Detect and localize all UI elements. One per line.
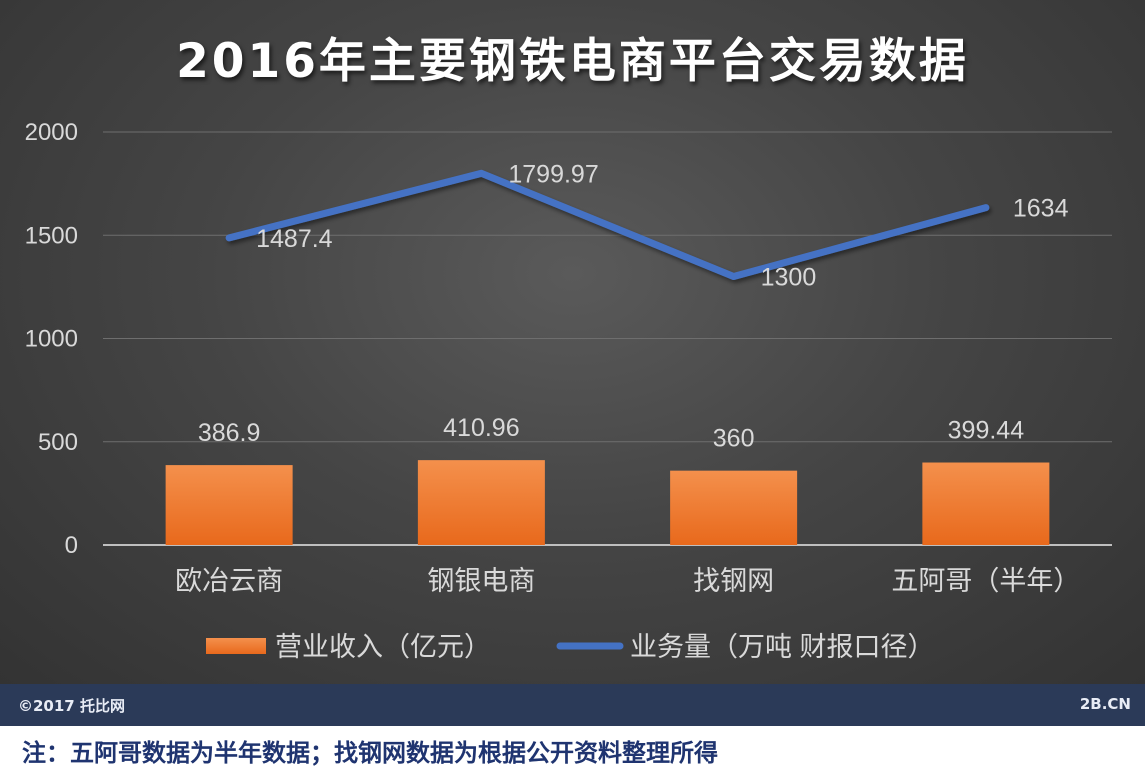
line-series-path xyxy=(225,169,990,281)
footer-copyright: ©2017 托比网 xyxy=(18,697,125,715)
y-tick-label: 1500 xyxy=(25,222,78,249)
x-axis-ticks: 欧冶云商 钢银电商 找钢网 五阿哥（半年） xyxy=(175,566,1080,596)
legend-label-volume: 业务量（万吨 财报口径） xyxy=(630,632,935,662)
x-tick-label: 钢银电商 xyxy=(427,566,535,596)
bar xyxy=(670,470,798,545)
footer-site: 2B.CN xyxy=(1079,695,1131,713)
bar-data-label: 360 xyxy=(713,425,755,453)
line-data-label: 1300 xyxy=(761,264,817,292)
footer-bar: ©2017 托比网 2B.CN xyxy=(0,684,1145,726)
line-data-label: 1634 xyxy=(1013,195,1069,223)
bar-data-label: 410.96 xyxy=(443,414,519,442)
x-tick-label: 五阿哥（半年） xyxy=(891,566,1080,596)
line-data-label: 1799.97 xyxy=(508,160,598,188)
y-tick-label: 0 xyxy=(65,532,78,559)
x-tick-label: 找钢网 xyxy=(693,566,774,596)
legend-label-revenue: 营业收入（亿元） xyxy=(275,632,491,662)
line-series xyxy=(225,169,990,281)
line-data-labels: 1487.4 1799.97 1300 1634 xyxy=(256,160,1068,291)
chart-title: 2016年主要钢铁电商平台交易数据 xyxy=(176,34,969,89)
y-tick-label: 1000 xyxy=(25,326,78,353)
bar-series xyxy=(165,460,1050,545)
footnote: 注：五阿哥数据为半年数据；找钢网数据为根据公开资料整理所得 xyxy=(22,739,718,767)
bar xyxy=(417,460,545,545)
chart-plot: 0 500 1000 1500 2000 386.9 410.96 360 399.44 14… xyxy=(25,119,1112,662)
x-tick-label: 欧冶云商 xyxy=(175,566,283,596)
chart-panel: 2016年主要钢铁电商平台交易数据 0 500 1000 1500 2000 386.9… xyxy=(0,0,1145,684)
legend: 营业收入（亿元） 业务量（万吨 财报口径） xyxy=(206,632,935,662)
line-data-label: 1487.4 xyxy=(256,225,333,253)
y-tick-label: 2000 xyxy=(25,119,78,146)
bar-data-label: 399.44 xyxy=(948,417,1025,445)
bar xyxy=(922,462,1050,545)
bar-data-labels: 386.9 410.96 360 399.44 xyxy=(198,414,1024,453)
y-tick-label: 500 xyxy=(38,429,78,456)
legend-swatch-bar xyxy=(206,638,266,654)
y-axis-ticks: 0 500 1000 1500 2000 xyxy=(25,119,78,559)
bar xyxy=(165,465,293,545)
bar-data-label: 386.9 xyxy=(198,419,261,447)
